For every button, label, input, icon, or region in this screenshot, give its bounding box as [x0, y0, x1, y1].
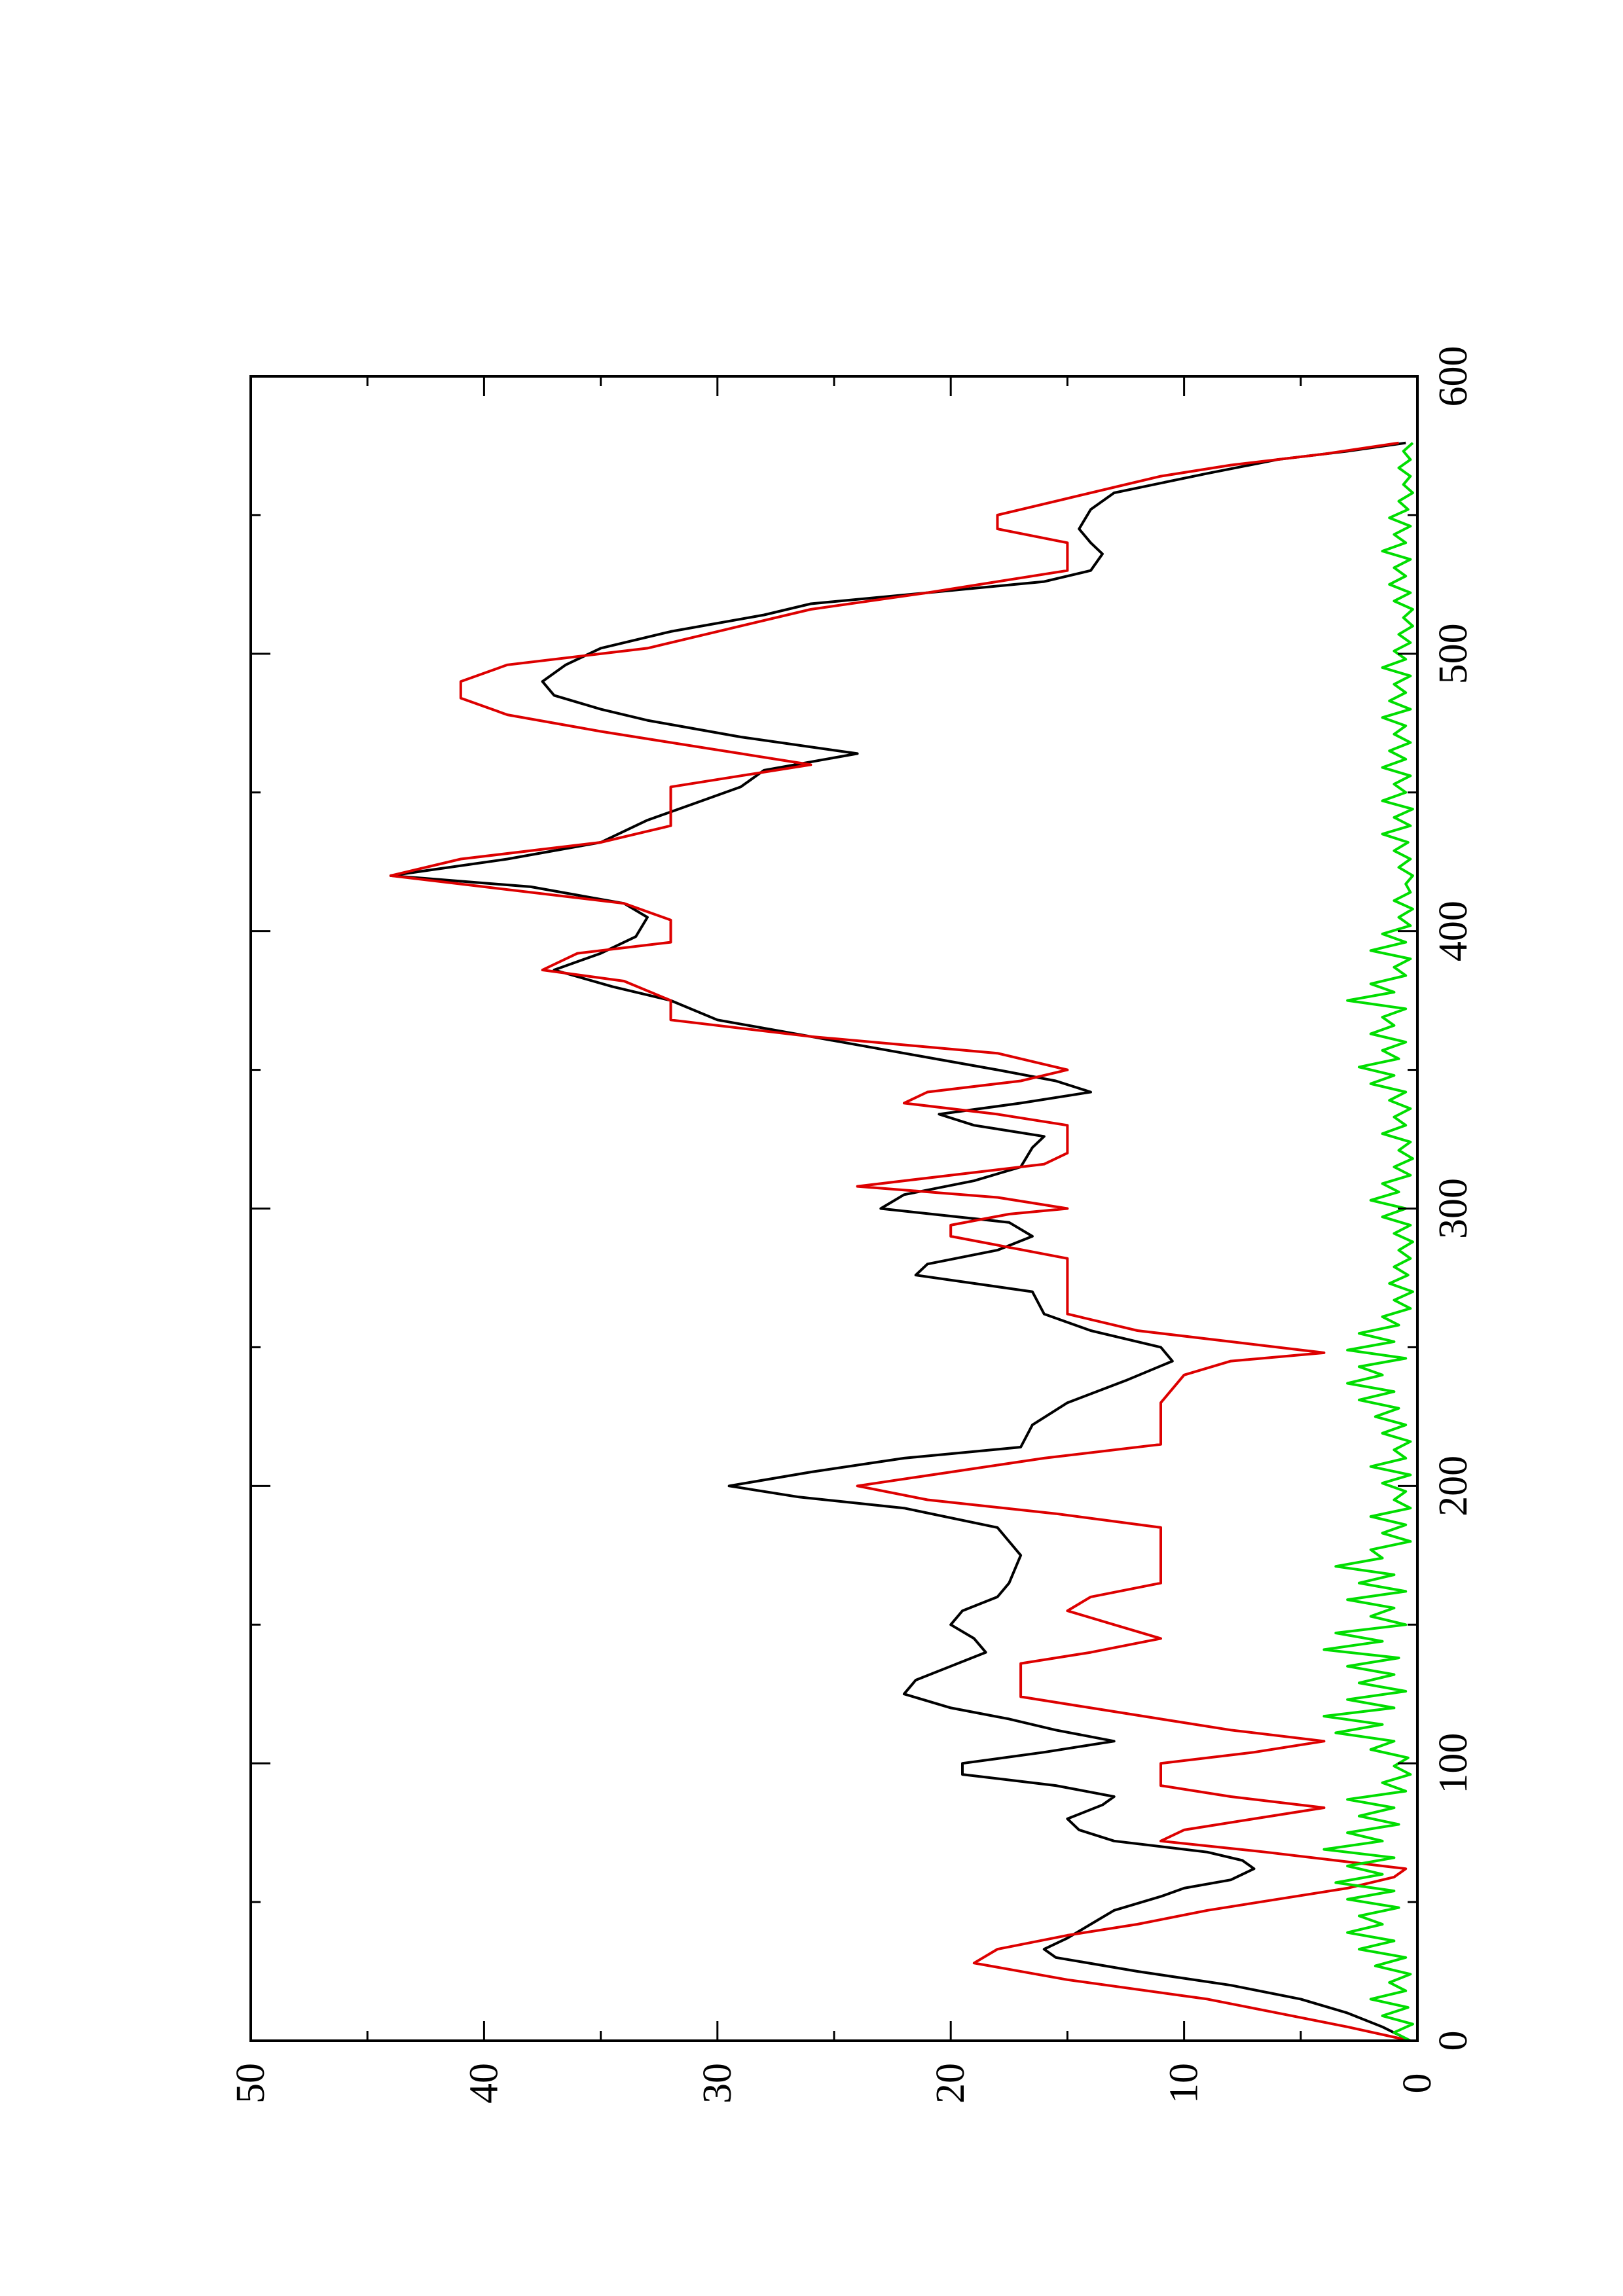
- y-tick-label: 30: [695, 2063, 740, 2104]
- x-tick-label: 300: [1431, 1178, 1476, 1239]
- x-tick-label: 500: [1431, 623, 1476, 684]
- y-tick-label: 10: [1162, 2063, 1207, 2104]
- series-line-3: [1322, 442, 1414, 2042]
- x-tick-label: 200: [1431, 1456, 1476, 1516]
- plot-lines: [389, 441, 1414, 2042]
- x-tick-label: 100: [1431, 1733, 1476, 1794]
- series-line-2: [389, 441, 1411, 2042]
- y-tick-label: 20: [928, 2063, 973, 2104]
- x-tick-label: 600: [1431, 346, 1476, 407]
- y-tick-label: 40: [462, 2063, 506, 2104]
- tick-labels: 0 100 200 300 400 500 600 0 10 20 30 40 50: [228, 346, 1476, 2104]
- series-line-1: [389, 441, 1412, 2042]
- plot-frame: [249, 375, 1419, 2042]
- x-tick-label: 400: [1431, 901, 1476, 961]
- y-tick-label: 0: [1395, 2073, 1440, 2094]
- x-tick-label: 0: [1431, 2031, 1476, 2051]
- y-tick-label: 50: [228, 2063, 273, 2104]
- axis-ticks: [249, 375, 1419, 2042]
